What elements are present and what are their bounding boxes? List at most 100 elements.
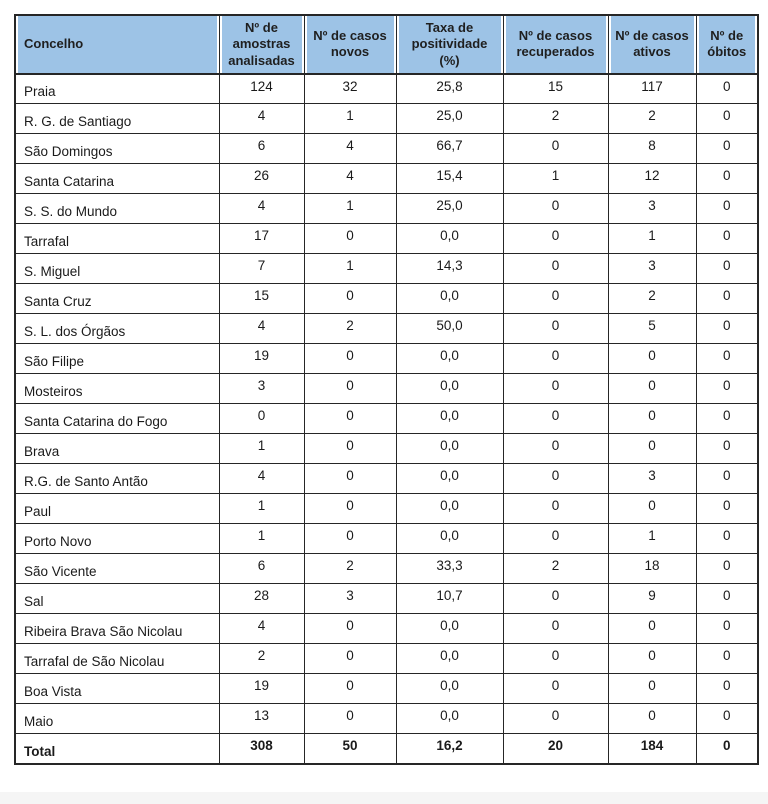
taxa-positividade-cell: 0,0 [395,613,504,645]
taxa-positividade-cell: 10,7 [395,583,504,615]
total-casos-novos: 50 [303,733,397,765]
taxa-positividade-cell: 0,0 [395,463,504,495]
ativos-cell: 3 [607,193,697,225]
recuperados-cell: 0 [502,673,609,705]
casos-novos-cell: 4 [303,163,397,195]
ativos-cell: 3 [607,463,697,495]
table-row: Sal 28 3 10,7 0 9 0 [14,583,759,615]
table-row: Ribeira Brava São Nicolau 4 0 0,0 0 0 0 [14,613,759,645]
recuperados-cell: 0 [502,343,609,375]
table-row: Santa Cruz 15 0 0,0 0 2 0 [14,283,759,315]
amostras-cell: 1 [218,523,305,555]
casos-novos-cell: 3 [303,583,397,615]
recuperados-cell: 2 [502,103,609,135]
obitos-cell: 0 [695,703,759,735]
amostras-cell: 4 [218,313,305,345]
amostras-cell: 19 [218,673,305,705]
obitos-cell: 0 [695,73,759,105]
table-row: Porto Novo 1 0 0,0 0 1 0 [14,523,759,555]
taxa-positividade-cell: 0,0 [395,343,504,375]
taxa-positividade-cell: 0,0 [395,403,504,435]
concelho-cell: Santa Catarina do Fogo [14,403,220,435]
obitos-cell: 0 [695,253,759,285]
obitos-cell: 0 [695,613,759,645]
recuperados-cell: 0 [502,223,609,255]
casos-novos-cell: 0 [303,373,397,405]
casos-novos-cell: 0 [303,493,397,525]
casos-novos-cell: 0 [303,223,397,255]
casos-novos-cell: 2 [303,553,397,585]
recuperados-cell: 0 [502,583,609,615]
taxa-positividade-cell: 25,8 [395,73,504,105]
taxa-positividade-cell: 0,0 [395,643,504,675]
ativos-cell: 3 [607,253,697,285]
ativos-cell: 2 [607,283,697,315]
concelho-cell: Paul [14,493,220,525]
ativos-cell: 0 [607,433,697,465]
concelho-cell: S. Miguel [14,253,220,285]
concelho-cell: R.G. de Santo Antão [14,463,220,495]
table-footer: Total 308 50 16,2 20 184 0 [14,733,759,765]
table-row: São Vicente 6 2 33,3 2 18 0 [14,553,759,585]
recuperados-cell: 0 [502,493,609,525]
total-row: Total 308 50 16,2 20 184 0 [14,733,759,765]
concelho-cell: Brava [14,433,220,465]
recuperados-cell: 1 [502,163,609,195]
obitos-cell: 0 [695,343,759,375]
recuperados-cell: 0 [502,373,609,405]
casos-novos-cell: 0 [303,613,397,645]
obitos-cell: 0 [695,433,759,465]
recuperados-cell: 0 [502,433,609,465]
ativos-cell: 117 [607,73,697,105]
ativos-cell: 0 [607,613,697,645]
header-row: Concelho Nº de amostras analisadas Nº de… [14,14,759,75]
ativos-cell: 8 [607,133,697,165]
table-row: Boa Vista 19 0 0,0 0 0 0 [14,673,759,705]
obitos-cell: 0 [695,673,759,705]
obitos-cell: 0 [695,463,759,495]
amostras-cell: 3 [218,373,305,405]
total-taxa-positividade: 16,2 [395,733,504,765]
concelho-cell: Santa Cruz [14,283,220,315]
amostras-cell: 7 [218,253,305,285]
recuperados-cell: 0 [502,403,609,435]
recuperados-cell: 0 [502,313,609,345]
casos-novos-cell: 0 [303,643,397,675]
obitos-cell: 0 [695,553,759,585]
recuperados-cell: 0 [502,253,609,285]
ativos-cell: 0 [607,373,697,405]
amostras-cell: 13 [218,703,305,735]
ativos-cell: 0 [607,493,697,525]
recuperados-cell: 0 [502,643,609,675]
casos-novos-cell: 0 [303,523,397,555]
concelho-cell: Porto Novo [14,523,220,555]
taxa-positividade-cell: 66,7 [395,133,504,165]
ativos-cell: 0 [607,343,697,375]
ativos-cell: 12 [607,163,697,195]
concelho-cell: Santa Catarina [14,163,220,195]
table-row: Tarrafal 17 0 0,0 0 1 0 [14,223,759,255]
total-obitos: 0 [695,733,759,765]
taxa-positividade-cell: 0,0 [395,673,504,705]
obitos-cell: 0 [695,583,759,615]
concelho-cell: Maio [14,703,220,735]
concelho-cell: Tarrafal [14,223,220,255]
recuperados-cell: 0 [502,523,609,555]
total-ativos: 184 [607,733,697,765]
recuperados-cell: 0 [502,283,609,315]
concelho-cell: S. S. do Mundo [14,193,220,225]
obitos-cell: 0 [695,313,759,345]
table-row: S. S. do Mundo 4 1 25,0 0 3 0 [14,193,759,225]
recuperados-cell: 2 [502,553,609,585]
concelho-cell: São Vicente [14,553,220,585]
concelho-cell: São Filipe [14,343,220,375]
table-row: Paul 1 0 0,0 0 0 0 [14,493,759,525]
table-row: São Domingos 6 4 66,7 0 8 0 [14,133,759,165]
concelho-cell: Praia [14,73,220,105]
header-obitos: Nº de óbitos [695,14,759,75]
concelho-cell: Ribeira Brava São Nicolau [14,613,220,645]
taxa-positividade-cell: 25,0 [395,193,504,225]
header-casos-ativos: Nº de casos ativos [607,14,697,75]
table-row: Santa Catarina do Fogo 0 0 0,0 0 0 0 [14,403,759,435]
